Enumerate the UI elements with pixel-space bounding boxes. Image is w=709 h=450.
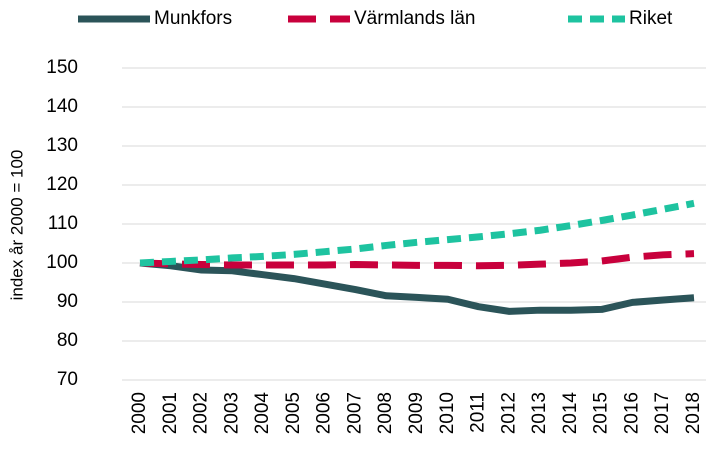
x-tick-label: 2002 <box>191 392 212 434</box>
y-tick-label: 120 <box>46 174 78 195</box>
y-tick-label: 110 <box>48 213 78 234</box>
y-tick-label: 150 <box>46 57 78 78</box>
legend-label: Riket <box>629 8 673 29</box>
y-tick-label: 100 <box>46 252 78 273</box>
x-tick-label: 2006 <box>314 392 335 434</box>
x-tick-label: 2011 <box>468 392 489 433</box>
legend-label: Värmlands län <box>354 8 475 29</box>
x-tick-label: 2007 <box>344 392 365 434</box>
series-line <box>139 199 695 267</box>
series-line <box>139 259 695 315</box>
x-tick-label: 2003 <box>221 392 242 434</box>
x-tick-label: 2013 <box>529 392 550 434</box>
x-tick-label: 2017 <box>652 392 673 434</box>
y-axis-label: index år 2000 = 100 <box>7 150 26 301</box>
x-tick-label: 2012 <box>498 392 519 434</box>
y-tick-label: 130 <box>46 135 78 156</box>
x-tick-label: 2005 <box>283 392 304 434</box>
series-line <box>139 250 695 270</box>
y-tick-label: 140 <box>46 96 78 117</box>
x-tick-label: 2010 <box>437 392 458 434</box>
x-tick-label: 2016 <box>621 392 642 434</box>
y-tick-label: 90 <box>57 291 78 312</box>
x-tick-label: 2015 <box>591 392 612 434</box>
y-tick-label: 70 <box>57 369 78 390</box>
x-tick-label: 2008 <box>375 392 396 434</box>
legend-label: Munkfors <box>154 8 232 29</box>
x-tick-label: 2014 <box>560 392 581 435</box>
x-tick-label: 2009 <box>406 392 427 434</box>
x-tick-label: 2000 <box>129 392 150 434</box>
x-tick-label: 2001 <box>160 392 181 434</box>
x-tick-label: 2004 <box>252 392 273 435</box>
x-tick-label: 2018 <box>683 392 704 434</box>
y-tick-label: 80 <box>57 330 78 351</box>
